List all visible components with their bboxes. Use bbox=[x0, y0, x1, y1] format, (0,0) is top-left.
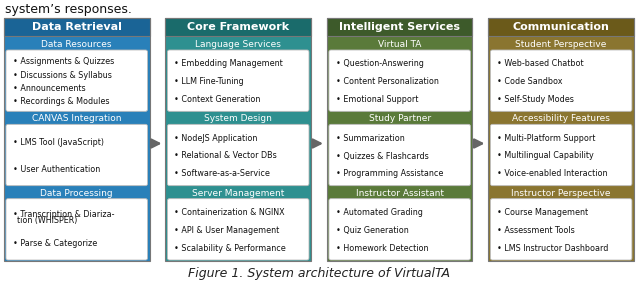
Text: • NodeJS Application: • NodeJS Application bbox=[175, 134, 258, 143]
FancyBboxPatch shape bbox=[490, 50, 632, 111]
Text: • Relational & Vector DBs: • Relational & Vector DBs bbox=[175, 151, 277, 160]
Text: • API & User Management: • API & User Management bbox=[175, 226, 280, 235]
Text: • Multi-Platform Support: • Multi-Platform Support bbox=[497, 134, 596, 143]
Text: • Programming Assistance: • Programming Assistance bbox=[336, 169, 444, 178]
Text: Instructor Assistant: Instructor Assistant bbox=[356, 189, 444, 198]
Text: • Web-based Chatbot: • Web-based Chatbot bbox=[497, 59, 584, 68]
Text: System Design: System Design bbox=[204, 114, 272, 123]
Text: • Code Sandbox: • Code Sandbox bbox=[497, 77, 563, 86]
FancyBboxPatch shape bbox=[327, 18, 472, 261]
Text: CANVAS Integration: CANVAS Integration bbox=[32, 114, 122, 123]
Text: • Embedding Management: • Embedding Management bbox=[175, 59, 283, 68]
Text: • Emotional Support: • Emotional Support bbox=[336, 95, 419, 104]
Text: • Self-Study Modes: • Self-Study Modes bbox=[497, 95, 574, 104]
FancyBboxPatch shape bbox=[488, 18, 634, 36]
Text: • LLM Fine-Tuning: • LLM Fine-Tuning bbox=[175, 77, 244, 86]
Text: • Recordings & Modules: • Recordings & Modules bbox=[13, 97, 109, 106]
Text: system’s responses.: system’s responses. bbox=[5, 3, 132, 16]
Text: • LMS Instructor Dashboard: • LMS Instructor Dashboard bbox=[497, 244, 609, 253]
Text: • Context Generation: • Context Generation bbox=[175, 95, 261, 104]
FancyBboxPatch shape bbox=[4, 18, 150, 261]
Text: • Containerization & NGINX: • Containerization & NGINX bbox=[175, 208, 285, 217]
Text: • Scalability & Performance: • Scalability & Performance bbox=[175, 244, 286, 253]
Text: Virtual TA: Virtual TA bbox=[378, 40, 421, 49]
FancyBboxPatch shape bbox=[168, 50, 309, 111]
Text: • Announcements: • Announcements bbox=[13, 84, 86, 93]
Text: • LMS Tool (JavaScript): • LMS Tool (JavaScript) bbox=[13, 138, 104, 147]
FancyBboxPatch shape bbox=[327, 18, 472, 36]
Text: Core Framework: Core Framework bbox=[187, 22, 289, 32]
Text: • Parse & Categorize: • Parse & Categorize bbox=[13, 239, 97, 248]
Text: • Assessment Tools: • Assessment Tools bbox=[497, 226, 575, 235]
Text: • Discussions & Syllabus: • Discussions & Syllabus bbox=[13, 70, 112, 80]
Text: • Voice-enabled Interaction: • Voice-enabled Interaction bbox=[497, 169, 608, 178]
FancyBboxPatch shape bbox=[490, 124, 632, 186]
Text: tion (WHISPER): tion (WHISPER) bbox=[17, 215, 77, 224]
Text: • Multilingual Capability: • Multilingual Capability bbox=[497, 151, 594, 160]
FancyBboxPatch shape bbox=[329, 124, 470, 186]
FancyBboxPatch shape bbox=[168, 199, 309, 260]
Text: • Course Management: • Course Management bbox=[497, 208, 589, 217]
Text: Figure 1. System architecture of VirtualTA: Figure 1. System architecture of Virtual… bbox=[188, 267, 450, 280]
Text: • Homework Detection: • Homework Detection bbox=[336, 244, 428, 253]
FancyBboxPatch shape bbox=[490, 199, 632, 260]
Text: Study Partner: Study Partner bbox=[369, 114, 431, 123]
Text: • Automated Grading: • Automated Grading bbox=[336, 208, 423, 217]
Text: • Question-Answering: • Question-Answering bbox=[336, 59, 424, 68]
Text: Data Retrieval: Data Retrieval bbox=[32, 22, 122, 32]
Text: • Quiz Generation: • Quiz Generation bbox=[336, 226, 409, 235]
FancyBboxPatch shape bbox=[329, 50, 470, 111]
FancyBboxPatch shape bbox=[329, 199, 470, 260]
Text: Data Processing: Data Processing bbox=[40, 189, 113, 198]
Text: • Summarization: • Summarization bbox=[336, 134, 404, 143]
FancyBboxPatch shape bbox=[4, 18, 150, 36]
FancyBboxPatch shape bbox=[488, 18, 634, 261]
Text: • Transcription & Diariza-: • Transcription & Diariza- bbox=[13, 210, 115, 219]
Text: • Assignments & Quizzes: • Assignments & Quizzes bbox=[13, 57, 114, 66]
Text: Accessibility Features: Accessibility Features bbox=[512, 114, 610, 123]
Text: Student Perspective: Student Perspective bbox=[515, 40, 607, 49]
Text: Language Services: Language Services bbox=[195, 40, 281, 49]
Text: Server Management: Server Management bbox=[192, 189, 284, 198]
FancyBboxPatch shape bbox=[6, 50, 147, 111]
FancyBboxPatch shape bbox=[6, 124, 147, 186]
FancyBboxPatch shape bbox=[168, 124, 309, 186]
FancyBboxPatch shape bbox=[166, 18, 311, 261]
Text: Intelligent Services: Intelligent Services bbox=[339, 22, 460, 32]
Text: • Quizzes & Flashcards: • Quizzes & Flashcards bbox=[336, 151, 429, 160]
FancyBboxPatch shape bbox=[6, 199, 147, 260]
Text: • Content Personalization: • Content Personalization bbox=[336, 77, 439, 86]
Text: Communication: Communication bbox=[513, 22, 609, 32]
Text: Instructor Perspective: Instructor Perspective bbox=[511, 189, 611, 198]
Text: Data Resources: Data Resources bbox=[42, 40, 112, 49]
Text: • Software-as-a-Service: • Software-as-a-Service bbox=[175, 169, 270, 178]
FancyBboxPatch shape bbox=[166, 18, 311, 36]
Text: • User Authentication: • User Authentication bbox=[13, 165, 100, 174]
